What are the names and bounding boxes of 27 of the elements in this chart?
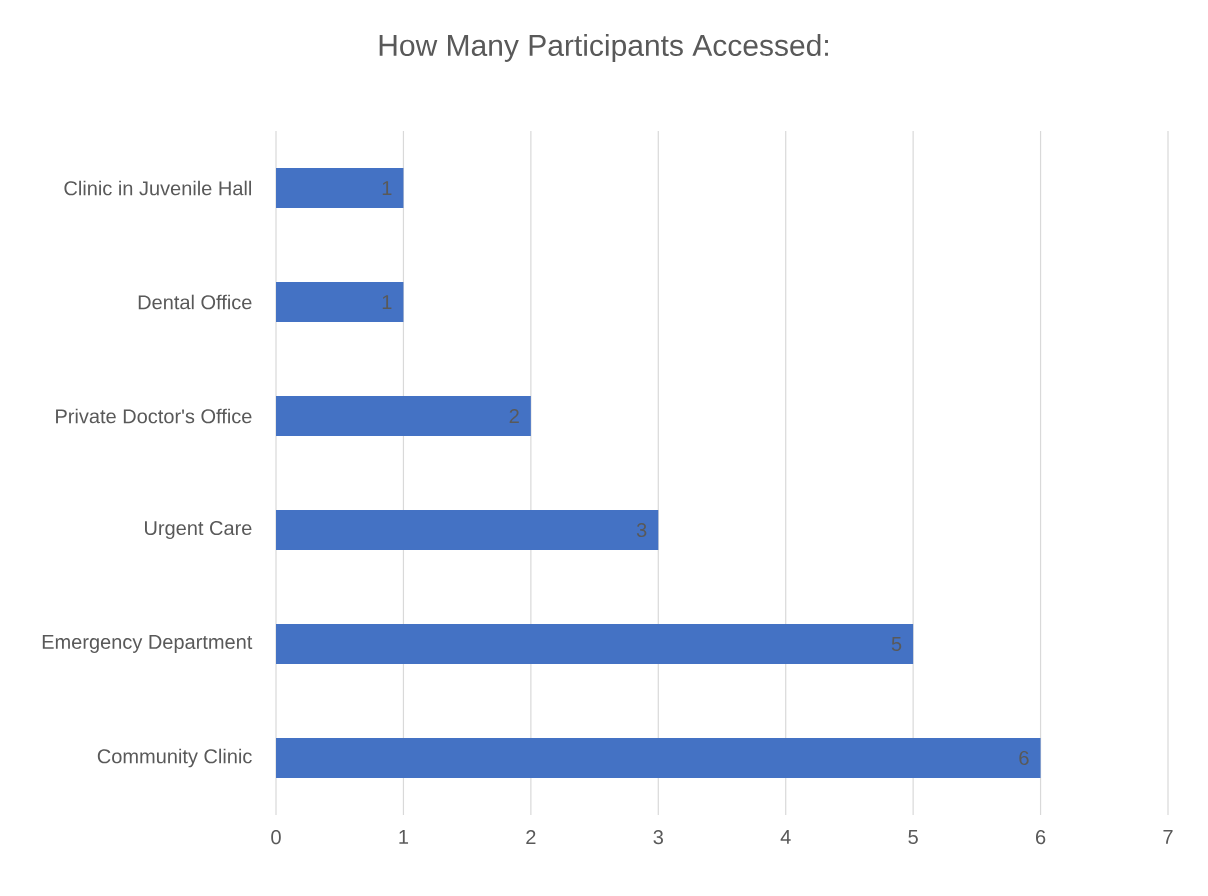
x-tick-label: 0 — [271, 830, 281, 845]
bar — [276, 624, 914, 664]
y-tick-label: Dental Office — [138, 294, 252, 310]
y-tick-label: Urgent Care — [145, 520, 252, 540]
x-tick-label: 2 — [526, 830, 536, 845]
x-tick-label: 7 — [1163, 830, 1173, 844]
x-tick-label: 3 — [653, 830, 663, 845]
bar — [276, 168, 404, 208]
bar — [276, 738, 1041, 778]
data-label: 5 — [891, 637, 902, 651]
bar — [276, 510, 659, 550]
data-label: 1 — [382, 181, 392, 195]
x-tick-label: 5 — [908, 830, 918, 845]
bar — [276, 396, 531, 436]
y-tick-label: Emergency Department — [42, 635, 253, 653]
y-tick-label: Clinic in Juvenile Hall — [64, 180, 251, 196]
x-tick-label: 4 — [780, 830, 791, 844]
data-label: 3 — [636, 522, 647, 538]
x-tick-label: 1 — [399, 830, 409, 844]
chart-title: How Many Participants Accessed: — [379, 34, 828, 62]
bar — [276, 282, 404, 322]
y-tick-label: Community Clinic — [97, 748, 252, 768]
data-label: 2 — [509, 409, 519, 423]
x-tick-label: 6 — [1036, 830, 1046, 845]
y-tick-label: Private Doctor's Office — [56, 408, 252, 424]
data-label: 1 — [382, 295, 392, 309]
data-label: 6 — [1019, 750, 1029, 766]
